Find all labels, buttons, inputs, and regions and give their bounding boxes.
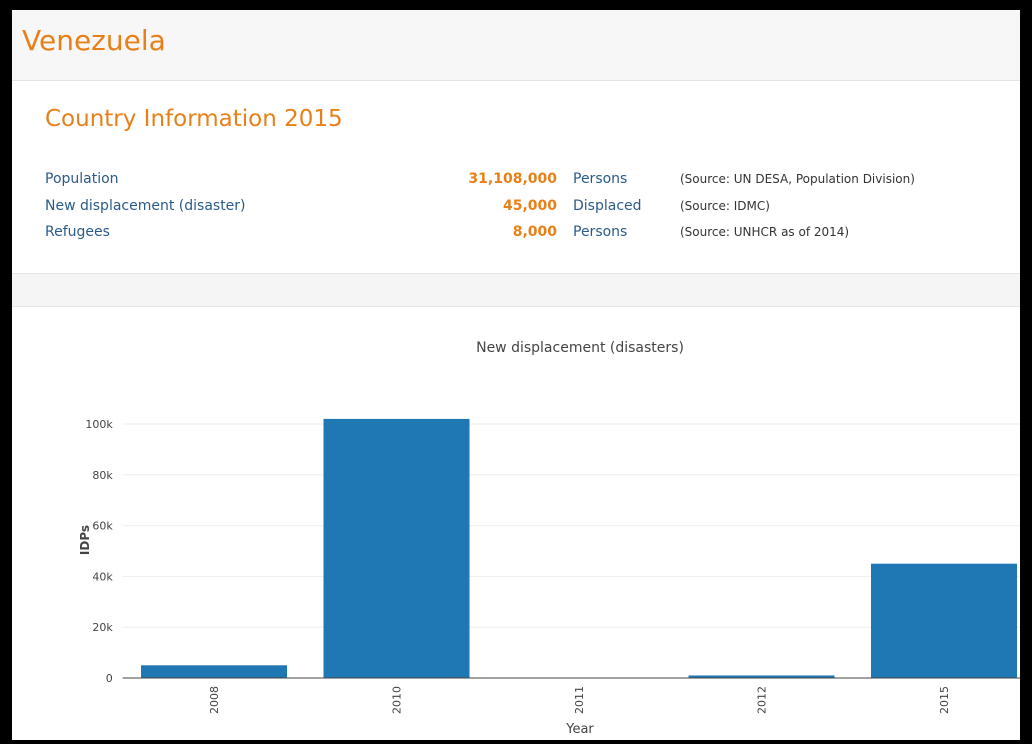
y-tick-label: 40k	[92, 570, 113, 583]
row-label: Population	[45, 171, 119, 187]
row-unit: Displaced	[573, 197, 642, 214]
row-label: Refugees	[45, 224, 110, 240]
x-tick-label: 2008	[208, 686, 221, 714]
y-tick-label: 20k	[92, 621, 113, 634]
bar	[323, 418, 470, 678]
row-value: 8,000	[512, 224, 557, 240]
bar	[871, 563, 1017, 678]
y-tick-label: 60k	[92, 520, 113, 533]
row-unit: Persons	[573, 171, 628, 187]
header: Venezuela	[12, 10, 1020, 81]
x-axis-label: Year	[565, 722, 594, 737]
row-unit: Persons	[573, 224, 628, 240]
info-row: New displacement (disaster) 45,000 Displac…	[12, 198, 1020, 222]
x-tick-label: 2015	[938, 686, 951, 714]
y-tick-label: 0	[106, 672, 113, 685]
y-axis-label: IDPs	[78, 525, 92, 555]
country-title: Venezuela	[22, 24, 166, 57]
x-tick-label: 2010	[391, 686, 404, 714]
x-tick-label: 2011	[573, 686, 586, 714]
y-tick-label: 80k	[92, 469, 113, 482]
x-tick-label: 2012	[756, 686, 769, 714]
row-source: (Source: UN DESA, Population Division)	[680, 172, 915, 186]
info-row: Refugees 8,000 Persons (Source: UNHCR as of…	[12, 224, 1020, 248]
row-value: 31,108,000	[468, 171, 557, 187]
chart: New displacement (disasters) Year IDPs 0…	[78, 340, 1020, 737]
separator	[12, 273, 1020, 307]
page: Venezuela Country Information 2015 Popul…	[12, 10, 1020, 740]
row-label: New displacement (disaster)	[45, 197, 246, 214]
info-row: Population 31,108,000 Persons (Source: UN D…	[12, 171, 1020, 195]
info-title: Country Information 2015	[45, 106, 343, 132]
bar	[688, 675, 835, 678]
y-tick-label: 100k	[85, 418, 113, 431]
row-source: (Source: IDMC)	[680, 198, 770, 213]
row-source: (Source: UNHCR as of 2014)	[680, 225, 850, 239]
row-value: 45,000	[502, 197, 557, 214]
bar	[141, 665, 287, 678]
chart-title: New displacement (disasters)	[476, 340, 684, 356]
